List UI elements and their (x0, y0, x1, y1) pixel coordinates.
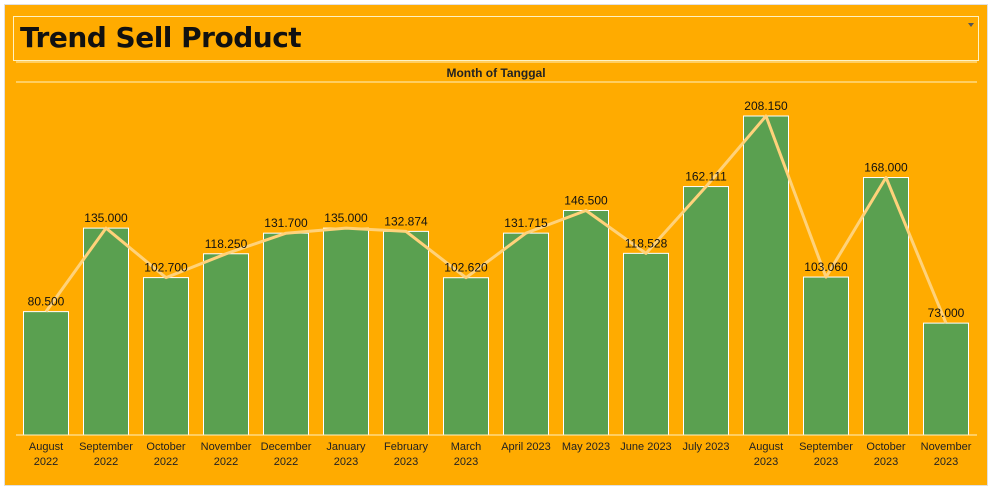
trend-line (44, 114, 948, 324)
bar[interactable] (323, 227, 369, 436)
x-tick-label: August 2023 (749, 441, 783, 468)
x-tick-label: October 2022 (146, 441, 185, 468)
x-tick-label: March 2023 (451, 441, 482, 468)
bar[interactable] (83, 227, 129, 436)
bar[interactable] (503, 232, 549, 436)
title-box: Trend Sell Product (13, 16, 979, 61)
bars-layer (23, 115, 969, 436)
bar[interactable] (623, 252, 669, 436)
chart-title: Trend Sell Product (20, 21, 302, 54)
trend-line-layer (44, 114, 948, 324)
data-label: 103.060 (804, 260, 848, 274)
data-label: 135.000 (324, 211, 368, 225)
x-tick-label: October 2023 (866, 441, 905, 468)
dropdown-caret-icon[interactable] (968, 23, 974, 27)
data-label: 208.150 (744, 99, 788, 113)
x-tick-label: June 2023 (620, 441, 671, 453)
bar[interactable] (563, 209, 609, 436)
x-tick-label: May 2023 (562, 441, 610, 453)
data-label: 162.111 (685, 170, 727, 184)
x-tick-label: April 2023 (501, 441, 551, 453)
data-label: 80.500 (28, 295, 65, 309)
data-label: 131.715 (504, 216, 548, 230)
data-label: 73.000 (928, 306, 965, 320)
bar[interactable] (443, 277, 489, 436)
data-label: 118.528 (625, 236, 668, 250)
data-label: 135.000 (84, 211, 128, 225)
x-tick-label: December 2022 (261, 441, 312, 468)
x-tick-label: August 2022 (29, 441, 63, 468)
bar[interactable] (263, 232, 309, 436)
data-label: 131.700 (264, 216, 308, 230)
data-label: 102.700 (144, 261, 188, 275)
data-label: 118.250 (205, 237, 248, 251)
bar[interactable] (683, 186, 729, 436)
data-labels-layer: 80.500 135.000 102.700 118.250 131.700 135.00… (28, 99, 965, 320)
data-label: 146.500 (564, 193, 608, 207)
x-axis-ticks: August 2022 September 2022 October 2022 Novemb… (29, 441, 972, 468)
x-tick-label: January 2023 (326, 441, 366, 468)
data-label: 102.620 (444, 261, 488, 275)
bar[interactable] (23, 311, 69, 436)
bar[interactable] (743, 115, 789, 436)
bar[interactable] (143, 277, 189, 436)
x-tick-label: September 2022 (79, 441, 133, 468)
x-tick-label: November 2022 (201, 441, 252, 468)
x-tick-label: September 2023 (799, 441, 853, 468)
data-label: 168.000 (864, 161, 908, 175)
x-tick-label: July 2023 (682, 441, 729, 453)
bar[interactable] (803, 276, 849, 436)
x-tick-label: February 2023 (384, 441, 429, 468)
bar[interactable] (203, 253, 249, 436)
bar[interactable] (863, 177, 909, 436)
data-label: 132.874 (384, 214, 428, 228)
bar[interactable] (923, 322, 969, 436)
bar[interactable] (383, 230, 429, 436)
header-label: Month of Tanggal (446, 66, 545, 80)
x-tick-label: November 2023 (921, 441, 972, 468)
